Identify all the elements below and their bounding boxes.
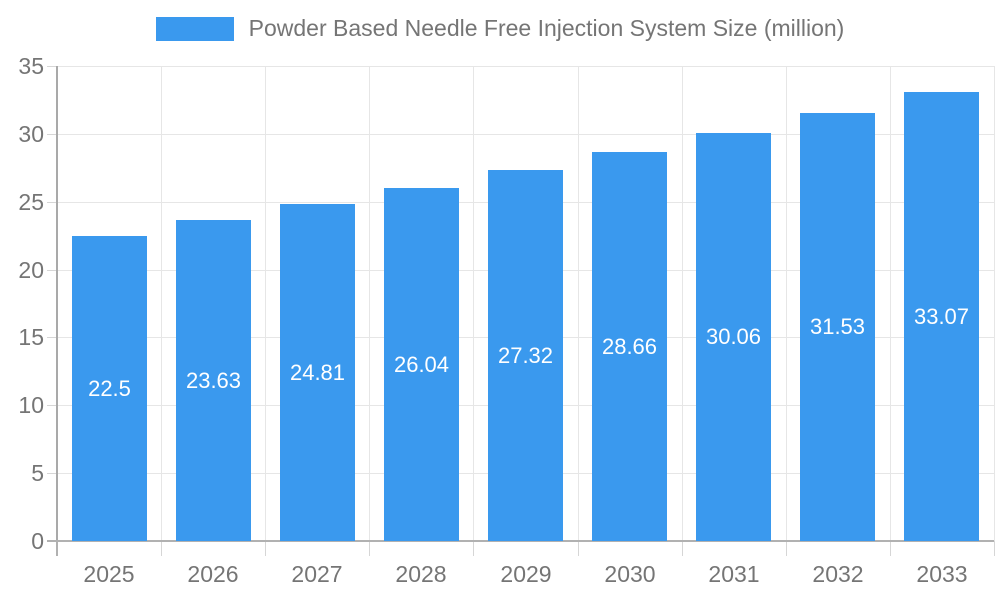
x-axis-tick	[265, 541, 266, 556]
x-tick-label: 2026	[187, 561, 239, 587]
x-tick-label: 2029	[500, 561, 552, 587]
y-axis-line	[56, 66, 58, 541]
h-gridline	[57, 134, 994, 135]
bar-value-label: 28.66	[601, 333, 658, 359]
bar: 33.07	[904, 92, 979, 541]
bar: 30.06	[696, 133, 771, 541]
bar: 31.53	[800, 113, 875, 541]
bar: 27.32	[488, 170, 563, 541]
chart-title: Powder Based Needle Free Injection Syste…	[248, 15, 845, 41]
bar: 26.04	[384, 188, 459, 541]
v-gridline	[994, 66, 995, 541]
x-tick-label: 2025	[83, 561, 135, 587]
v-gridline	[890, 66, 891, 541]
bar-value-label: 26.04	[393, 351, 450, 377]
bar: 22.5	[72, 236, 147, 541]
x-axis-tick	[161, 541, 162, 556]
x-axis-tick	[682, 541, 683, 556]
v-gridline	[265, 66, 266, 541]
v-gridline	[473, 66, 474, 541]
bar-value-label: 33.07	[913, 303, 970, 329]
bar-value-label: 23.63	[185, 367, 242, 393]
y-tick-label: 25	[18, 189, 44, 215]
y-axis-tick	[47, 66, 57, 67]
y-axis-tick	[47, 473, 57, 474]
y-axis-tick	[47, 134, 57, 135]
x-tick-label: 2031	[708, 561, 760, 587]
x-tick-label: 2032	[812, 561, 864, 587]
x-axis-tick	[369, 541, 370, 556]
y-axis-tick	[47, 202, 57, 203]
y-tick-label: 35	[18, 53, 44, 79]
bar: 23.63	[176, 220, 251, 541]
bar-value-label: 31.53	[809, 314, 866, 339]
v-gridline	[161, 66, 162, 541]
x-axis-baseline	[47, 540, 994, 542]
bar-value-label: 22.5	[88, 375, 131, 401]
bar-value-label: 24.81	[289, 359, 346, 385]
v-gridline	[578, 66, 579, 541]
y-tick-label: 10	[18, 392, 44, 418]
bar: 24.81	[280, 204, 355, 541]
y-axis-tick	[47, 270, 57, 271]
v-gridline	[786, 66, 787, 541]
x-axis-tick	[578, 541, 579, 556]
h-gridline	[57, 66, 994, 67]
x-axis-tick	[994, 541, 995, 556]
y-axis-extension-tick	[56, 541, 58, 556]
bar: 28.66	[592, 152, 667, 541]
v-gridline	[682, 66, 683, 541]
legend[interactable]: Powder Based Needle Free Injection Syste…	[0, 15, 1000, 42]
legend-swatch[interactable]	[155, 16, 234, 41]
y-tick-label: 0	[31, 528, 44, 554]
v-gridline	[369, 66, 370, 541]
y-tick-label: 20	[18, 257, 44, 283]
bar-value-label: 27.32	[497, 342, 554, 368]
y-tick-label: 15	[18, 324, 44, 350]
x-axis-tick	[473, 541, 474, 556]
bar-value-label: 30.06	[705, 324, 762, 349]
x-tick-label: 2028	[395, 561, 447, 587]
y-tick-label: 30	[18, 121, 44, 147]
x-tick-label: 2030	[604, 561, 656, 587]
y-axis-tick	[47, 337, 57, 338]
x-axis-tick	[786, 541, 787, 556]
x-tick-label: 2033	[916, 561, 968, 587]
x-tick-label: 2027	[291, 561, 343, 587]
y-tick-label: 5	[31, 460, 44, 486]
y-axis-tick	[47, 405, 57, 406]
x-axis-tick	[890, 541, 891, 556]
